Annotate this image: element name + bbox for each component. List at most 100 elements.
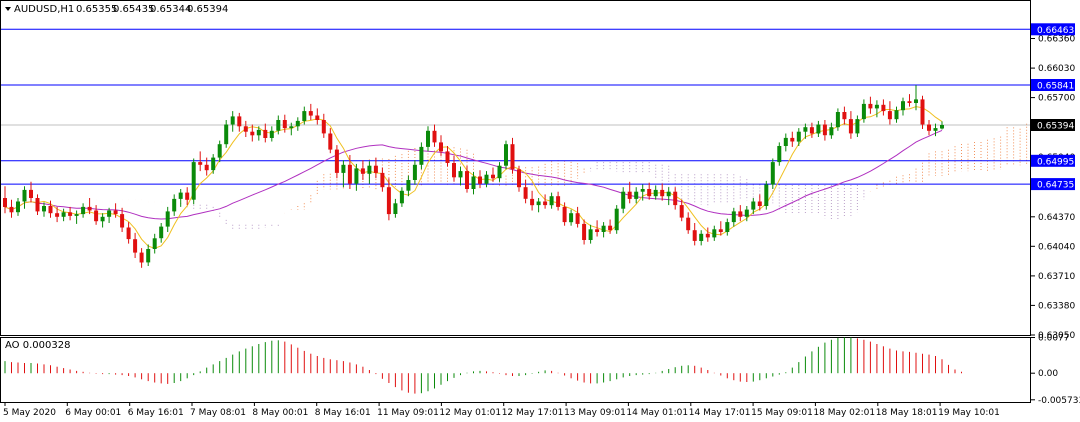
ao-axis: 0.0077 0.00 -0.005733 — [1031, 334, 1080, 406]
time-tick-label: 14 May 01:01 — [626, 408, 688, 418]
candle-body — [439, 142, 443, 152]
candle-body — [29, 189, 33, 198]
candle-body — [718, 229, 723, 232]
candle-body — [504, 144, 508, 166]
candle-body — [308, 111, 313, 116]
candle-body — [907, 101, 912, 103]
price-tick-label: 0.66030 — [1038, 64, 1075, 74]
candle-body — [373, 165, 378, 173]
candle-body — [263, 129, 268, 138]
candle-body — [74, 214, 79, 216]
candle-body — [796, 131, 801, 142]
candle-body — [139, 252, 144, 263]
symbol-dropdown-triangle-icon[interactable] — [5, 7, 11, 11]
candle-body — [484, 174, 489, 184]
candle-body — [465, 171, 469, 189]
slow-moving-average-line — [4, 129, 943, 220]
candle-body — [627, 191, 632, 199]
level-price-label-box — [1031, 23, 1075, 36]
time-tick-label: 6 May 00:01 — [65, 408, 121, 418]
candle-body — [621, 191, 626, 209]
candle-body — [530, 198, 535, 206]
candle-body — [653, 189, 658, 197]
candle-body — [211, 157, 216, 171]
candle-body — [705, 233, 710, 238]
time-tick-label: 14 May 17:01 — [689, 408, 751, 418]
candle-body — [510, 144, 515, 170]
candle-body — [666, 191, 671, 197]
candle-body — [822, 124, 827, 136]
candle-body — [217, 144, 222, 158]
candle-body — [562, 206, 567, 223]
time-tick-label: 18 May 02:01 — [813, 408, 875, 418]
candle-body — [230, 116, 235, 125]
candle-body — [380, 172, 385, 188]
candle-body — [22, 189, 27, 202]
candle-body — [803, 127, 808, 132]
candle-body — [224, 124, 229, 145]
candle-body — [549, 196, 554, 206]
time-tick-label: 8 May 16:01 — [315, 408, 371, 418]
candle-body — [172, 198, 177, 212]
candle-body — [634, 191, 639, 199]
candle-body — [399, 190, 404, 204]
candle-body — [120, 214, 125, 228]
candle-body — [517, 169, 521, 188]
candle-body — [835, 112, 840, 128]
horizontal-levels[interactable] — [1, 28, 1030, 185]
candle-body — [445, 151, 450, 163]
time-axis[interactable]: 5 May 2020 6 May 00:01 6 May 16:01 7 May 08… — [3, 402, 1000, 418]
current-price-label-box — [1031, 119, 1075, 131]
candle-body — [868, 103, 873, 109]
candle-body — [861, 103, 866, 120]
candle-body — [100, 216, 105, 222]
candle-body — [777, 146, 782, 163]
candle-body — [543, 201, 548, 206]
candle-body — [126, 227, 131, 240]
candle-body — [204, 164, 209, 171]
candle-body — [289, 126, 294, 129]
level-price-label-box — [1031, 154, 1075, 167]
candle-body — [159, 226, 164, 239]
level-price-label: 0.64995 — [1037, 157, 1074, 167]
candle-body — [874, 104, 879, 109]
candle-body — [302, 111, 307, 121]
candle-body — [295, 120, 300, 127]
candle-body — [412, 164, 417, 180]
level-price-label: 0.65841 — [1037, 82, 1074, 92]
candle-body — [432, 130, 437, 143]
candle-body — [55, 213, 60, 217]
candle-body — [914, 99, 918, 103]
candle-body — [575, 213, 580, 224]
time-tick-label: 13 May 09:01 — [564, 408, 626, 418]
price-tick-label: 0.65700 — [1038, 94, 1075, 104]
candle-body — [393, 203, 398, 214]
candle-body — [113, 210, 118, 215]
candle-body — [614, 208, 619, 231]
candle-body — [185, 192, 190, 200]
candle-body — [790, 137, 795, 142]
symbol-label: AUDUSD,H1 — [14, 4, 74, 15]
candle-body — [360, 168, 365, 174]
price-tick-label: 0.63710 — [1038, 272, 1075, 282]
candle-body — [367, 165, 372, 174]
candle-body — [829, 127, 834, 136]
candle-body — [783, 137, 788, 146]
candle-body — [770, 162, 775, 185]
ao-tick-label: 0.00 — [1038, 369, 1058, 379]
candle-body — [751, 201, 756, 210]
candle-body — [341, 164, 346, 173]
candle-body — [68, 212, 73, 216]
candle-body — [133, 239, 138, 253]
candle-body — [588, 229, 593, 240]
candle-body — [738, 211, 743, 217]
ao-tick-label: -0.005733 — [1038, 396, 1080, 406]
candle-body — [426, 130, 430, 147]
candle-body — [497, 165, 502, 179]
candlestick-series — [3, 85, 944, 268]
candle-body — [927, 124, 931, 131]
price-tick-label: 0.63380 — [1038, 301, 1075, 311]
candle-body — [816, 124, 821, 134]
price-tick-label: 0.63050 — [1038, 331, 1075, 341]
